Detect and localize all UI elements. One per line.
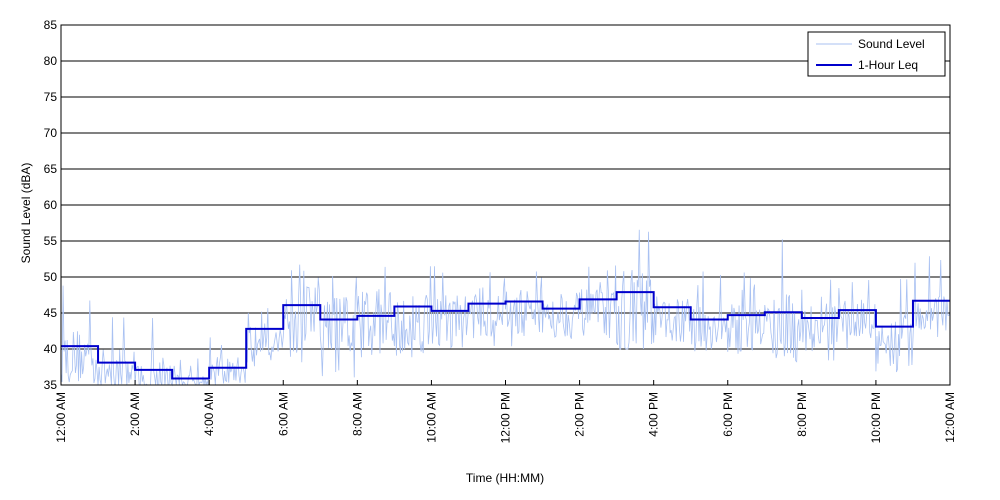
x-tick-label: 8:00 AM [350,392,364,436]
y-tick-label: 80 [44,54,58,68]
y-tick-label: 50 [44,270,58,284]
legend-box [807,31,946,77]
x-axis-label: Time (HH:MM) [466,471,544,485]
x-tick-label: 4:00 AM [202,392,216,436]
y-tick-label: 60 [44,198,58,212]
x-tick-label: 6:00 PM [721,392,735,437]
x-tick-label: 2:00 AM [128,392,142,436]
plot-area: 35 40 45 50 55 60 65 70 75 80 85 12:00 AM 2:00 AM 4:0… [44,18,957,443]
x-tick-label: 12:00 AM [943,392,957,443]
y-tick-label: 40 [44,342,58,356]
y-tick-label: 70 [44,126,58,140]
leq-step-line [61,291,950,380]
x-tick-label: 6:00 AM [276,392,290,436]
y-tick-label: 55 [44,234,58,248]
legend: Sound Level 1-Hour Leq [807,31,946,77]
y-tick-label: 35 [44,378,58,392]
legend-label: Sound Level [858,37,925,51]
y-tick-label: 65 [44,162,58,176]
x-tick-label: 10:00 PM [869,392,883,443]
x-tick-label: 12:00 AM [54,392,68,443]
x-tick-label: 10:00 AM [424,392,438,443]
x-tick-label: 12:00 PM [499,392,513,443]
x-tick-label: 8:00 PM [795,392,809,437]
x-tick-label: 2:00 PM [573,392,587,437]
y-tick-label: 75 [44,90,58,104]
y-tick-label: 45 [44,306,58,320]
x-tick-label: 4:00 PM [647,392,661,437]
y-axis-label: Sound Level (dBA) [19,163,33,264]
legend-label: 1-Hour Leq [858,58,918,72]
y-tick-label: 85 [44,18,58,32]
